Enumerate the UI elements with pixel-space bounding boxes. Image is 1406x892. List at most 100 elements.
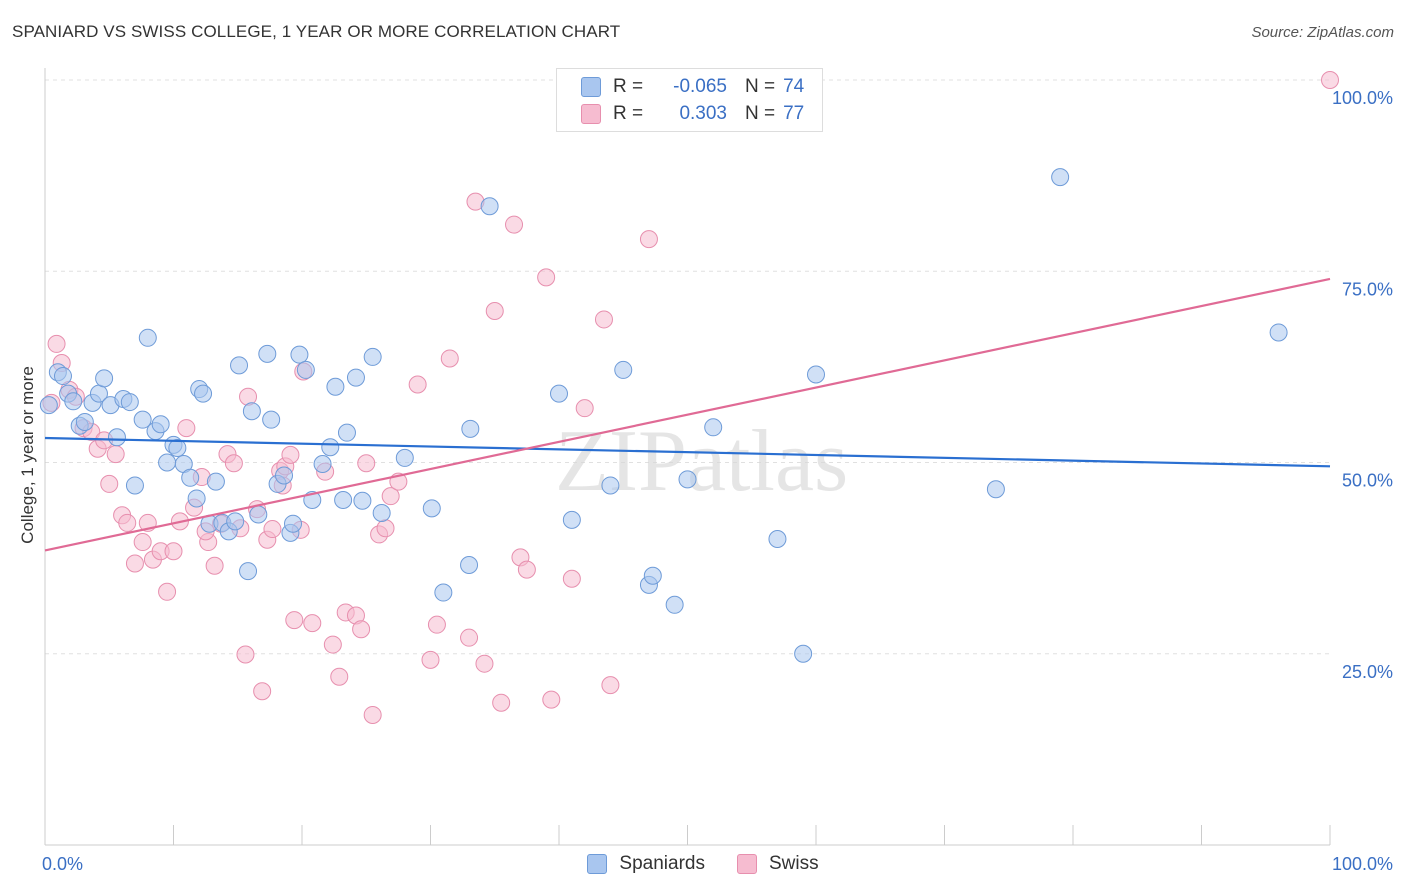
legend-label-spaniards: Spaniards: [619, 853, 705, 874]
data-point: [151, 415, 170, 434]
legend-r-label: R =: [613, 76, 644, 97]
data-point: [427, 615, 446, 634]
data-point: [275, 466, 294, 485]
data-point: [224, 454, 243, 473]
trend-line-swiss: [44, 277, 1331, 552]
data-point: [542, 690, 561, 709]
data-point: [807, 365, 825, 384]
data-point: [164, 542, 183, 561]
data-point: [168, 438, 187, 457]
legend-swatch-spaniards: [587, 854, 608, 874]
data-point: [460, 628, 479, 647]
series-spaniards-points: [39, 168, 1288, 663]
axes: [44, 68, 1331, 846]
legend-r-value: 0.303: [679, 103, 727, 124]
legend-swatch-swiss: [581, 104, 601, 124]
data-point: [158, 582, 177, 601]
data-point: [562, 510, 581, 529]
data-point: [253, 682, 272, 701]
data-point: [47, 334, 66, 353]
legend-item-swiss[interactable]: Swiss: [736, 853, 819, 875]
data-point: [505, 215, 524, 234]
data-point: [206, 472, 225, 491]
data-point: [346, 368, 365, 387]
data-point: [125, 476, 144, 495]
data-point: [106, 445, 125, 464]
data-point: [125, 554, 144, 573]
data-point: [639, 230, 658, 249]
data-point: [421, 650, 440, 669]
legend-item-spaniards[interactable]: Spaniards: [587, 853, 705, 875]
data-point: [258, 344, 277, 363]
data-point: [205, 556, 224, 575]
trend-lines: [44, 277, 1331, 552]
data-point: [337, 423, 356, 442]
data-point: [263, 520, 282, 539]
legend-swatch-swiss: [736, 854, 757, 874]
data-point: [313, 455, 332, 474]
data-point: [372, 503, 391, 522]
data-point: [434, 583, 453, 602]
x-tick-label: 100.0%: [1332, 854, 1393, 874]
data-point: [665, 595, 684, 614]
legend-n-value: 77: [783, 103, 805, 124]
data-point: [284, 514, 303, 533]
data-point: [177, 419, 196, 438]
data-point: [475, 654, 494, 673]
data-point: [100, 474, 119, 493]
data-point: [138, 328, 157, 347]
data-point: [1321, 71, 1339, 89]
data-point: [363, 705, 382, 724]
data-point: [768, 530, 787, 548]
data-point: [408, 375, 427, 394]
data-point: [262, 410, 281, 429]
data-point: [794, 644, 813, 663]
legend-row-spaniards: R = -0.065 N = 74: [581, 75, 804, 99]
data-point: [239, 562, 258, 581]
data-point: [704, 418, 723, 437]
legend-swatch-spaniards: [581, 77, 601, 97]
data-point: [562, 569, 581, 588]
data-point: [158, 453, 177, 472]
data-point: [230, 356, 249, 375]
legend-r-label: R =: [613, 103, 644, 124]
data-point: [303, 614, 322, 633]
data-point: [601, 676, 620, 695]
data-point: [352, 620, 371, 639]
data-point: [395, 448, 414, 467]
data-point: [614, 360, 633, 379]
data-point: [187, 489, 206, 508]
data-point: [363, 347, 382, 366]
legend-n-value: 74: [783, 76, 805, 97]
data-point: [376, 519, 395, 538]
data-point: [460, 556, 479, 575]
series-swiss-points: [42, 71, 1339, 724]
data-point: [480, 197, 499, 216]
data-point: [95, 369, 114, 388]
data-point: [242, 402, 261, 421]
data-point: [492, 693, 511, 712]
legend-label-swiss: Swiss: [768, 853, 819, 874]
data-point: [53, 367, 72, 386]
data-point: [537, 268, 556, 287]
data-point: [326, 377, 345, 396]
data-point: [517, 560, 536, 579]
legend-n-label: N =: [745, 103, 776, 124]
data-point: [181, 468, 200, 487]
data-point: [133, 410, 152, 429]
data-point: [485, 302, 504, 321]
data-point: [118, 513, 137, 532]
data-point: [357, 454, 376, 473]
data-point: [643, 566, 662, 585]
data-point: [330, 667, 349, 686]
data-point: [678, 470, 697, 489]
chart-title: SPANIARD VS SWISS COLLEGE, 1 YEAR OR MOR…: [12, 22, 621, 41]
data-point: [461, 419, 480, 438]
tick-labels: 25.0% 50.0% 75.0% 100.0% 0.0% 100.0%: [42, 88, 1393, 874]
y-tick-label: 75.0%: [1342, 279, 1393, 299]
data-point: [120, 393, 139, 412]
data-point: [321, 438, 340, 457]
data-point: [226, 512, 245, 531]
legend-stats: R = -0.065 N = 74 R = 0.303 N = 77: [556, 68, 823, 132]
